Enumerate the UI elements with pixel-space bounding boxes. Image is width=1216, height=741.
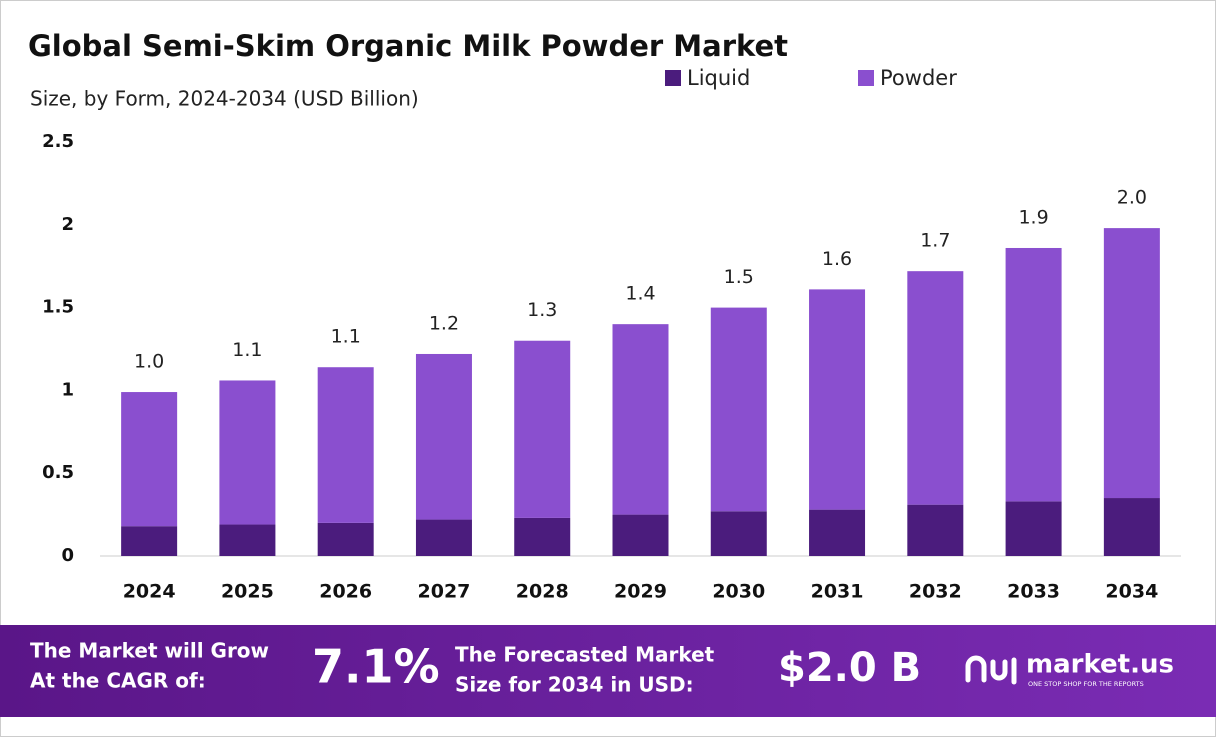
- y-tick-label: 2.5: [42, 131, 74, 152]
- x-tick-label: 2026: [319, 581, 372, 603]
- total-label: 1.1: [331, 326, 361, 348]
- total-label: 1.9: [1018, 206, 1048, 228]
- legend-label: Liquid: [687, 66, 750, 90]
- y-tick-label: 2: [61, 214, 74, 235]
- x-tick-label: 2030: [712, 581, 765, 603]
- logo-mark: [990, 659, 1008, 681]
- x-tick-label: 2034: [1105, 581, 1158, 603]
- bar-segment: [907, 504, 964, 556]
- bar-segment: [907, 271, 964, 505]
- bar-segment: [1103, 498, 1160, 556]
- x-tick-label: 2032: [909, 581, 962, 603]
- total-label: 1.4: [625, 283, 655, 305]
- y-tick-label: 0: [61, 545, 74, 566]
- brand-name: market.us: [1026, 650, 1174, 680]
- total-label: 1.5: [724, 266, 754, 288]
- bar-segment: [219, 524, 276, 556]
- x-tick-label: 2031: [811, 581, 864, 603]
- bar-segment: [415, 353, 472, 520]
- logo-mark: [965, 655, 987, 683]
- x-tick-label: 2029: [614, 581, 667, 603]
- legend-label: Powder: [880, 66, 957, 90]
- bar-segment: [710, 511, 767, 556]
- bar-segment: [219, 380, 276, 525]
- total-label: 1.7: [920, 230, 950, 252]
- y-tick-label: 1.5: [42, 297, 74, 318]
- bar-segment: [317, 367, 374, 523]
- y-tick-label: 0.5: [42, 462, 74, 483]
- x-tick-label: 2025: [221, 581, 274, 603]
- cagr-text: The Market will Grow: [30, 639, 269, 663]
- y-tick-label: 1: [61, 379, 74, 400]
- chart-title: Global Semi-Skim Organic Milk Powder Mar…: [28, 29, 788, 63]
- x-tick-label: 2027: [418, 581, 471, 603]
- bar-segment: [612, 514, 669, 556]
- forecast-text: Size for 2034 in USD:: [455, 673, 694, 697]
- x-tick-label: 2033: [1007, 581, 1060, 603]
- bar-segment: [1103, 228, 1160, 499]
- bar-segment: [121, 526, 178, 556]
- bar-segment: [809, 509, 866, 556]
- bar-segment: [1005, 501, 1062, 556]
- total-label: 1.6: [822, 248, 852, 270]
- forecast-value: $2.0 B: [778, 645, 921, 691]
- x-tick-label: 2024: [123, 581, 176, 603]
- forecast-text: The Forecasted Market: [455, 643, 715, 667]
- brand-logo: [965, 655, 1017, 685]
- brand-tagline: ONE STOP SHOP FOR THE REPORTS: [1028, 680, 1144, 688]
- total-label: 1.1: [232, 339, 262, 361]
- bar-segment: [809, 289, 866, 510]
- legend-swatch: [665, 70, 681, 86]
- bar-segment: [415, 519, 472, 556]
- x-tick-label: 2028: [516, 581, 569, 603]
- bar-segment: [514, 340, 571, 518]
- cagr-text: At the CAGR of:: [30, 669, 206, 693]
- chart-subtitle: Size, by Form, 2024-2034 (USD Billion): [30, 87, 419, 111]
- total-label: 2.0: [1117, 187, 1147, 209]
- total-label: 1.3: [527, 299, 557, 321]
- bar-segment: [1005, 247, 1062, 502]
- bar-segment: [121, 392, 178, 527]
- total-label: 1.2: [429, 312, 459, 334]
- legend-swatch: [858, 70, 874, 86]
- bar-segment: [710, 307, 767, 512]
- bar-segment: [317, 522, 374, 556]
- total-label: 1.0: [134, 351, 164, 373]
- cagr-value: 7.1%: [312, 640, 440, 694]
- bar-segment: [612, 324, 669, 515]
- bar-segment: [514, 517, 571, 556]
